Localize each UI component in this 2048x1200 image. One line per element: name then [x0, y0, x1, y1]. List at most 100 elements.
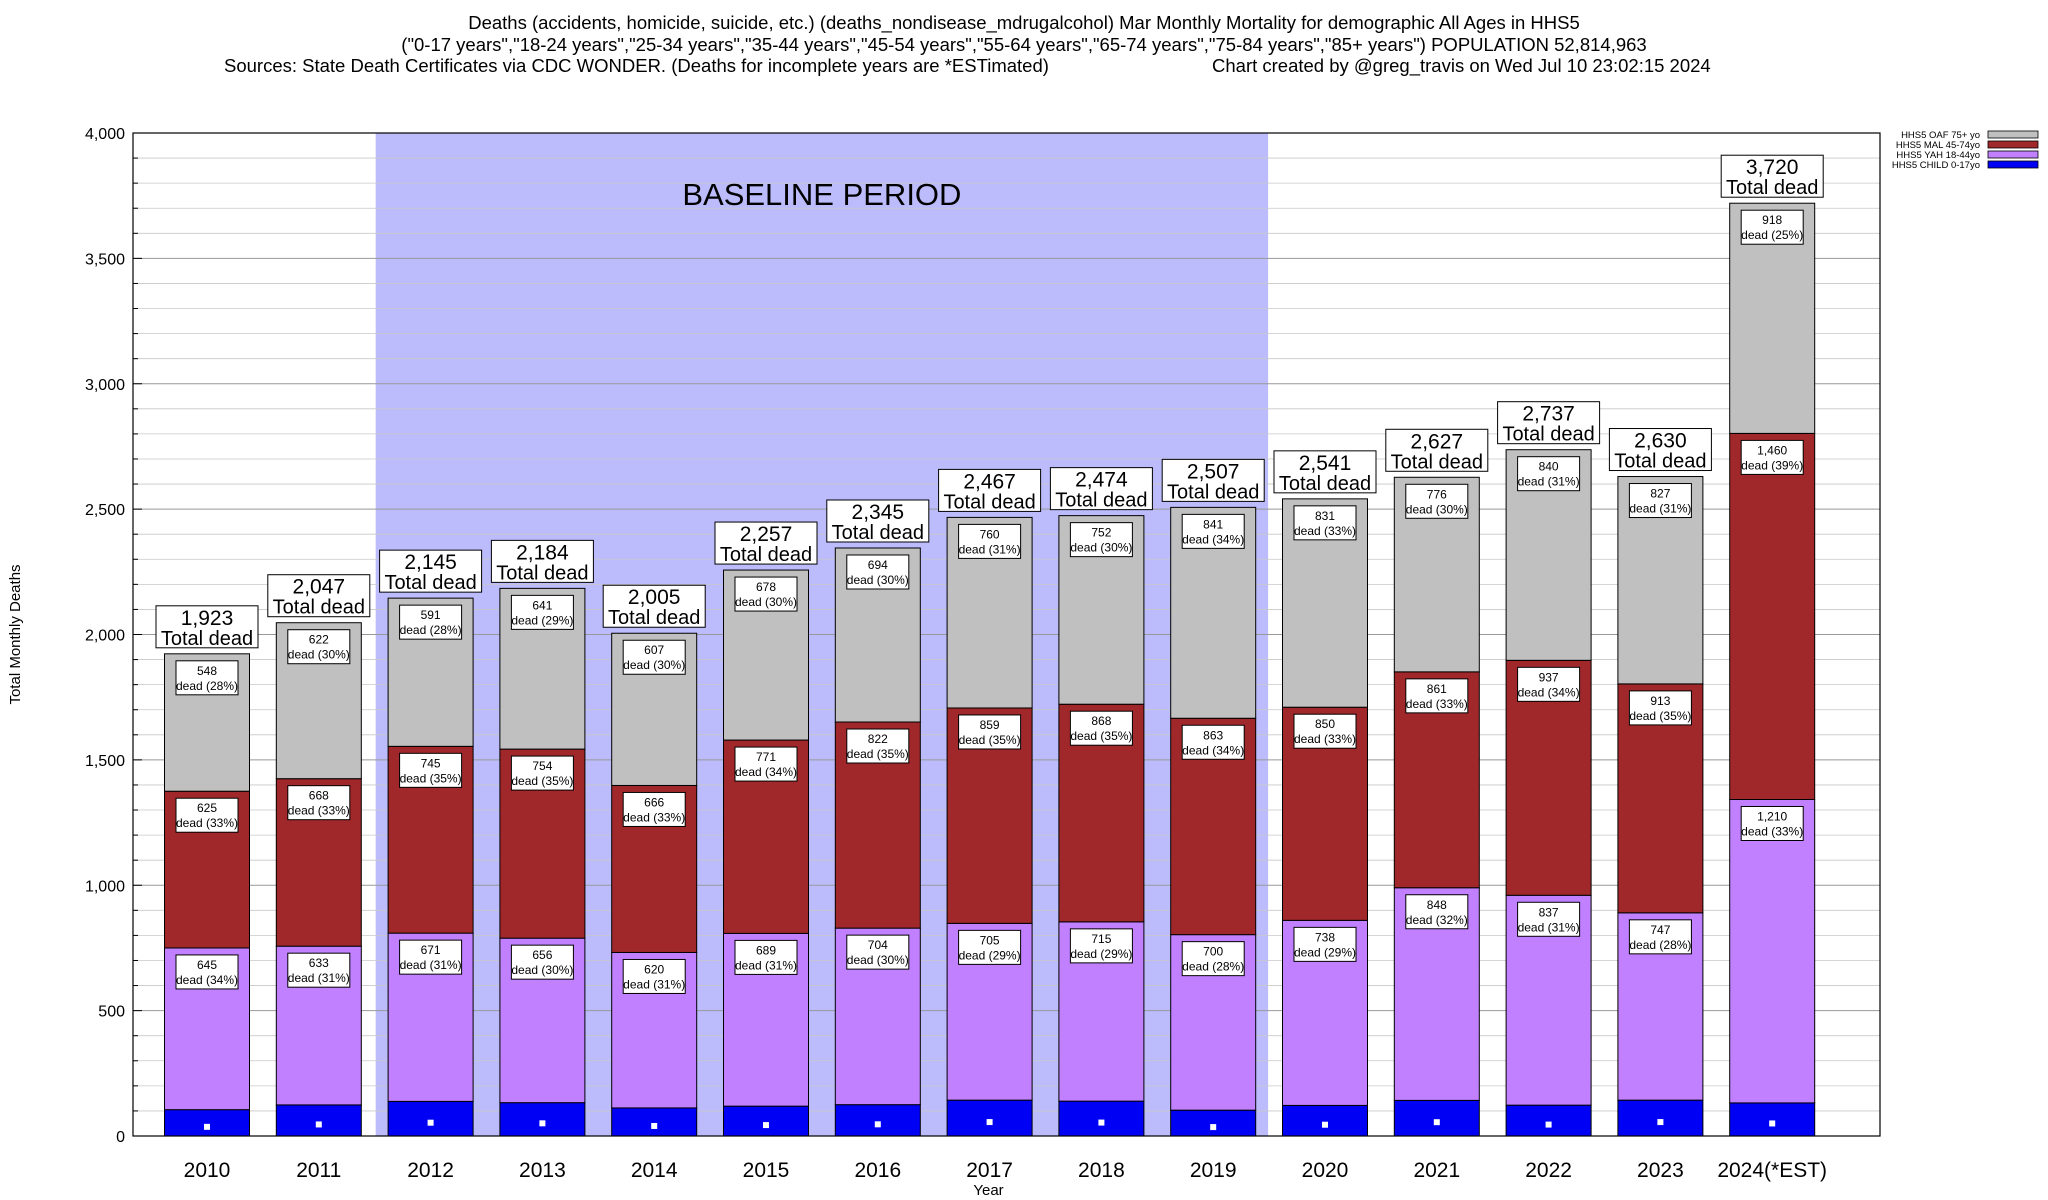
segment-value-label: 918 — [1762, 213, 1782, 227]
segment-pct-label: dead (28%) — [400, 623, 462, 637]
segment-value-label: 776 — [1427, 487, 1447, 501]
segment-value-label: 668 — [309, 789, 329, 803]
segment-value-label: 694 — [868, 558, 888, 572]
y-tick-label: 3,500 — [85, 251, 125, 268]
y-tick-label: 2,000 — [85, 628, 125, 645]
total-label-box — [379, 549, 483, 593]
total-suffix-label: Total dead — [1391, 451, 1483, 473]
segment-label-box — [175, 954, 239, 990]
legend-entry-label: HHS5 YAH 18-44yo — [1896, 150, 1980, 161]
segment-pct-label: dead (34%) — [1518, 685, 1580, 699]
segment-label-box — [1069, 928, 1133, 964]
segment-value-label: 868 — [1091, 714, 1111, 728]
total-label-box — [267, 574, 371, 618]
segment-label-box — [1628, 919, 1692, 955]
segment-pct-label: dead (35%) — [847, 747, 909, 761]
segment-label-box — [1628, 483, 1692, 519]
total-label-box — [826, 499, 930, 543]
total-suffix-label: Total dead — [273, 597, 365, 619]
segment-value-label: 715 — [1091, 932, 1111, 946]
total-suffix-label: Total dead — [1726, 177, 1818, 199]
y-tick-label: 2,500 — [85, 502, 125, 519]
bar-segment — [387, 1100, 474, 1137]
total-value-label: 2,630 — [1634, 430, 1687, 453]
child-marker — [1433, 1119, 1440, 1126]
y-tick-label: 500 — [98, 1004, 125, 1021]
bar-segment — [1617, 1099, 1704, 1137]
total-value-label: 1,923 — [181, 607, 234, 630]
segment-label-box — [1293, 505, 1357, 541]
segment-value-label: 700 — [1203, 945, 1223, 959]
segment-value-label: 622 — [309, 633, 329, 647]
segment-label-box — [1293, 713, 1357, 749]
total-value-label: 2,145 — [404, 551, 457, 574]
segment-label-box — [622, 958, 686, 994]
segment-pct-label: dead (31%) — [623, 977, 685, 991]
segment-value-label: 848 — [1427, 898, 1447, 912]
segment-label-box — [1740, 439, 1804, 475]
title-line-2: ("0-17 years","18-24 years","25-34 years… — [401, 34, 1646, 55]
x-tick-label: 2017 — [966, 1159, 1013, 1182]
segment-label-box — [622, 791, 686, 827]
segment-value-label: 747 — [1650, 923, 1670, 937]
total-suffix-label: Total dead — [1614, 451, 1706, 473]
segment-label-box — [622, 639, 686, 675]
segment-label-box — [958, 714, 1022, 750]
segment-pct-label: dead (34%) — [1182, 743, 1244, 757]
segment-value-label: 752 — [1091, 526, 1111, 540]
segment-pct-label: dead (25%) — [1741, 228, 1803, 242]
x-tick-label: 2021 — [1413, 1159, 1460, 1182]
child-marker — [1098, 1119, 1105, 1126]
segment-value-label: 656 — [532, 948, 552, 962]
title-line-4: Chart created by @greg_travis on Wed Jul… — [1212, 55, 1711, 77]
total-value-label: 2,467 — [963, 470, 1016, 493]
segment-label-box — [734, 746, 798, 782]
x-tick-label: 2023 — [1637, 1159, 1684, 1182]
total-suffix-label: Total dead — [1279, 473, 1371, 495]
legend-swatch — [1987, 150, 2039, 159]
total-value-label: 2,541 — [1299, 452, 1352, 475]
child-marker — [651, 1122, 658, 1129]
segment-value-label: 840 — [1539, 460, 1559, 474]
segment-label-box — [846, 934, 910, 970]
segment-value-label: 937 — [1539, 670, 1559, 684]
bar-segment — [1170, 1109, 1257, 1137]
segment-value-label: 822 — [868, 732, 888, 746]
bar-segment — [1729, 1102, 1816, 1137]
segment-pct-label: dead (30%) — [735, 595, 797, 609]
child-marker — [986, 1119, 993, 1126]
segment-value-label: 704 — [868, 938, 888, 952]
segment-label-box — [287, 785, 351, 821]
segment-label-box — [510, 755, 574, 791]
bar-segment — [834, 1104, 921, 1137]
segment-value-label: 831 — [1315, 509, 1335, 523]
segment-label-box — [1628, 690, 1692, 726]
total-value-label: 2,737 — [1522, 403, 1575, 426]
plot-area: BASELINE PERIOD 0 500 1,000 1,500 2,000 2,500 3… — [7, 126, 1881, 1199]
bar-segment — [611, 1107, 698, 1137]
segment-label-box — [958, 929, 1022, 965]
total-label-box — [155, 605, 259, 649]
segment-pct-label: dead (35%) — [1629, 709, 1691, 723]
segment-label-box — [1405, 483, 1469, 519]
segment-pct-label: dead (30%) — [623, 658, 685, 672]
segment-pct-label: dead (29%) — [1294, 945, 1356, 959]
legend-entry-label: HHS5 OAF 75+ yo — [1901, 130, 1980, 141]
total-suffix-label: Total dead — [832, 522, 924, 544]
segment-pct-label: dead (29%) — [959, 948, 1021, 962]
total-label-box — [1273, 450, 1377, 494]
child-marker — [1657, 1119, 1664, 1126]
total-label-box — [1161, 458, 1265, 502]
total-value-label: 2,627 — [1411, 430, 1464, 453]
x-tick-label: 2012 — [407, 1159, 454, 1182]
total-value-label: 2,005 — [628, 586, 681, 609]
legend-entry-label: HHS5 MAL 45-74yo — [1896, 140, 1980, 151]
bar-segment — [1058, 1100, 1145, 1137]
total-label-box — [1049, 467, 1153, 511]
segment-label-box — [287, 629, 351, 665]
